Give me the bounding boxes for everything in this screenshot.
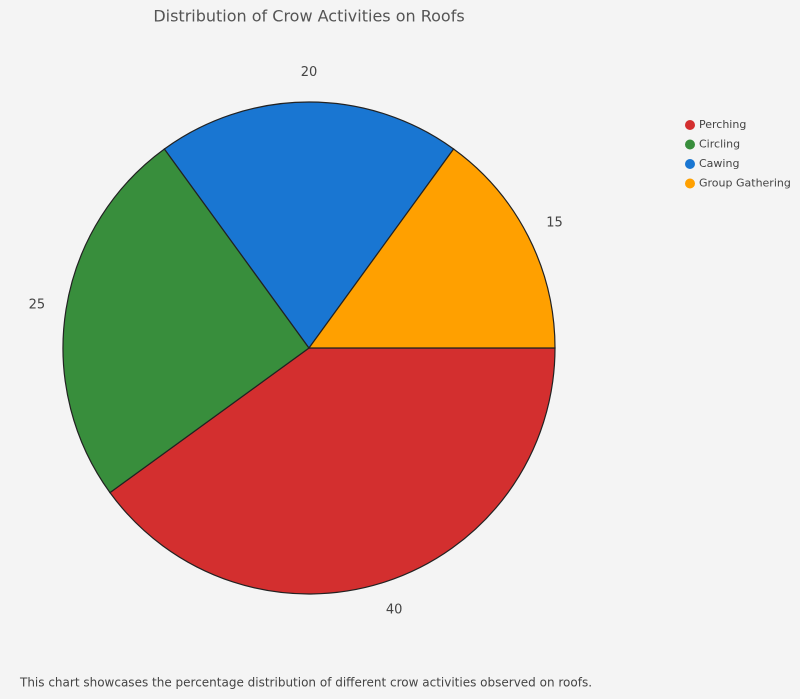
data-label: 40 <box>386 603 403 618</box>
legend-swatch <box>685 120 695 130</box>
data-label: 15 <box>546 215 563 230</box>
pie-slice <box>307 148 556 349</box>
legend-label: Circling <box>699 138 740 151</box>
data-label: 25 <box>29 297 46 312</box>
legend-swatch <box>685 139 695 150</box>
legend-label: Group Gathering <box>699 177 791 190</box>
pie-slice <box>163 101 455 350</box>
pie-slice <box>109 347 556 595</box>
chart-title: Distribution of Crow Activities on Roofs <box>153 7 464 26</box>
caption: This chart showcases the percentage dist… <box>19 676 592 690</box>
data-label: 20 <box>301 65 318 80</box>
legend-label: Cawing <box>699 157 739 170</box>
pie-slice <box>62 148 310 494</box>
legend-label: Perching <box>699 118 746 131</box>
legend-swatch <box>685 178 695 189</box>
legend-swatch <box>685 159 695 169</box>
